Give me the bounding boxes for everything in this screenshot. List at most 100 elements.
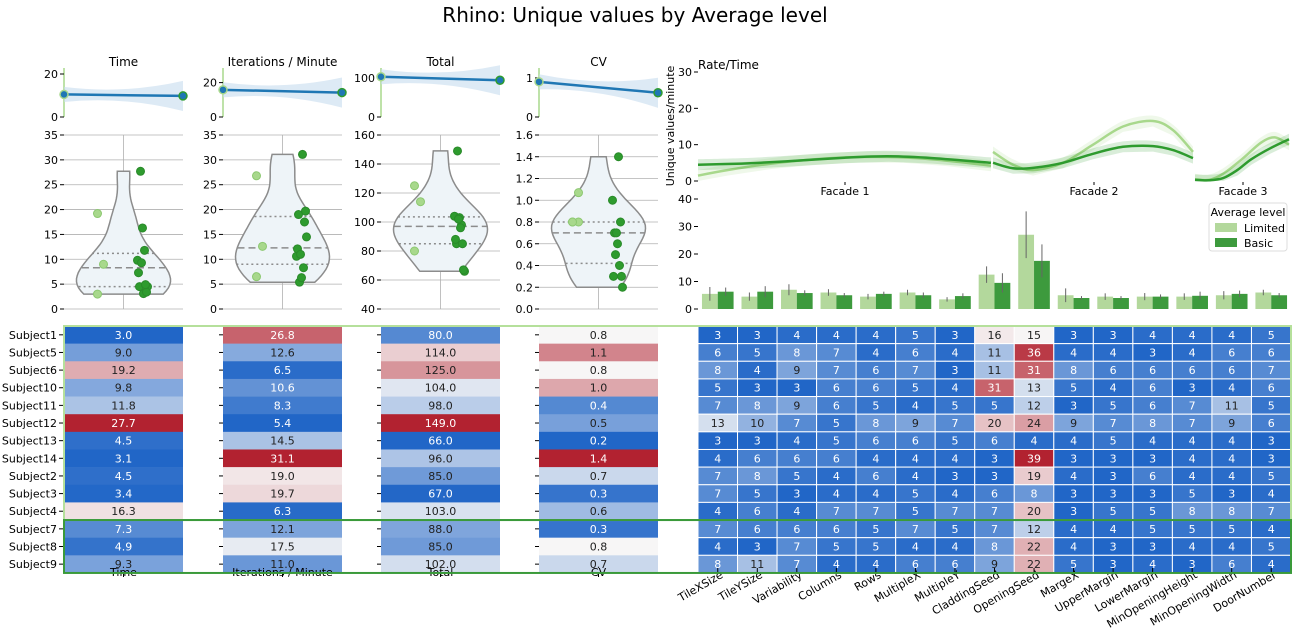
parameter-cell-label: 4 [1228,382,1235,395]
parameter-cell-label: 6 [872,382,879,395]
y-tick-label: 20 [203,77,217,90]
y-tick-label: 0.6 [516,238,534,251]
subject-row-label: Subject2 [9,470,57,483]
parameter-cell-label: 3 [754,329,761,342]
parameter-cell-label: 7 [872,505,879,518]
basic-point [300,217,309,227]
heatmap-cell [539,449,658,468]
basic-bar [717,291,734,309]
heatmap-cell-label: 0.7 [590,558,608,571]
heatmap-cell [64,467,183,486]
parameter-cell-label: 11 [988,364,1002,377]
parameter-cell-label: 7 [833,505,840,518]
heatmap-cell-label: 88.0 [428,523,453,536]
heatmap-cell-label: 0.5 [590,417,608,430]
parameter-cell-label: 4 [1070,435,1077,448]
trend-line [538,80,659,95]
parameter-cell-label: 3 [1070,505,1077,518]
parameter-cell-label: 16 [988,329,1002,342]
y-tick-label: 0 [685,303,692,316]
parameter-cell-label: 6 [912,435,919,448]
heatmap-cell-label: 98.0 [428,399,453,412]
y-tick-label: 1 [526,72,533,85]
parameter-cell-label: 4 [1149,435,1156,448]
parameter-cell-label: 4 [1070,470,1077,483]
basic-point [134,268,143,278]
parameter-cell-label: 3 [1189,382,1196,395]
y-tick-label: 15 [44,228,58,241]
heatmap-cell [223,361,342,380]
parameter-cell-label: 3 [1070,452,1077,465]
parameter-cell-label: 4 [1031,435,1038,448]
y-tick-label: 1.0 [516,194,534,207]
parameter-cell-label: 4 [912,541,919,554]
heatmap-cell-label: 96.0 [428,452,453,465]
parameter-cell-label: 7 [912,364,919,377]
heatmap-cell [64,520,183,538]
parameter-cell-label: 8 [1031,488,1038,501]
y-tick-label: 0 [51,303,58,316]
parameter-cell-label: 20 [988,417,1002,430]
parameter-cell-label: 3 [1110,558,1117,571]
y-tick-label: 25 [203,179,217,192]
parameter-cell-label: 5 [793,470,800,483]
parameter-cell-label: 6 [1149,399,1156,412]
parameter-heatmap: 3 3 4 4 4 5 3 16 15 3 3 4 4 4 56 5 8 7 4 6 4 11 36 4 4 3 4 6 68 4 9 7 6 7… [675,325,1292,630]
parameter-cell-label: 8 [1228,505,1235,518]
parameter-cell-label: 9 [793,364,800,377]
y-tick-label: 120 [354,187,375,200]
limited-point [574,188,583,198]
parameter-cell-label: 3 [1268,452,1275,465]
heatmap-cell [64,378,183,397]
heatmap-cell-label: 149.0 [425,417,457,430]
y-tick-label: 100 [354,216,375,229]
trend-panel: Time 0 20 [44,55,188,124]
heatmap-cell [223,431,342,450]
parameter-cell-label: 7 [833,346,840,359]
parameter-cell-label: 3 [1149,346,1156,359]
basic-bar [875,293,892,309]
trend-endpoint [495,75,505,86]
heatmap-cell-label: 1.0 [590,382,608,395]
parameter-cell-label: 5 [912,382,919,395]
legend-title: Average level [1211,206,1286,219]
basic-point [298,149,307,159]
heatmap-cell-label: 31.1 [270,452,295,465]
heatmap-cell-label: 125.0 [425,364,457,377]
parameter-cell-label: 5 [1189,523,1196,536]
parameter-cell-label: 4 [872,452,879,465]
facade-label: Facade 1 [820,185,869,198]
heatmap-cell [539,378,658,397]
heatmap-cell-label: 0.6 [590,505,608,518]
parameter-cell-label: 19 [1027,470,1041,483]
heatmap-cell [539,502,658,521]
parameter-cell-label: 4 [1149,558,1156,571]
basic-bar [757,291,774,309]
heatmap-cell-label: 114.0 [425,346,457,359]
heatmap-cell-label: 4.5 [115,470,133,483]
basic-point [459,265,468,275]
parameter-cell-label: 5 [833,541,840,554]
heatmap-cell-label: 10.6 [270,382,295,395]
heatmap-cell [223,378,342,397]
y-tick-label: 20 [44,204,58,217]
heatmap-cell-label: 27.7 [111,417,136,430]
heatmap-cell-label: 0.3 [590,488,608,501]
parameter-cell-label: 13 [711,417,725,430]
heatmap-cell-label: 102.0 [425,558,457,571]
heatmap-cell-label: 19.2 [111,364,136,377]
basic-bar [994,282,1011,309]
trend-endpoint [337,87,347,98]
parameter-cell-label: 3 [754,541,761,554]
parameter-cell-label: 6 [833,382,840,395]
parameter-cell-label: 4 [793,505,800,518]
parameter-cell-label: 3 [754,382,761,395]
parameter-cell-label: 12 [1027,523,1041,536]
violin-panel: 0 5 10 15 20 25 30 35 [203,129,342,316]
limited-bar [741,296,758,309]
parameter-cell-label: 4 [1268,523,1275,536]
heatmap-cell [64,502,183,521]
parameter-cell-label: 4 [1070,541,1077,554]
parameter-cell-label: 9 [1228,417,1235,430]
heatmap-cell-label: 11.0 [270,558,295,571]
